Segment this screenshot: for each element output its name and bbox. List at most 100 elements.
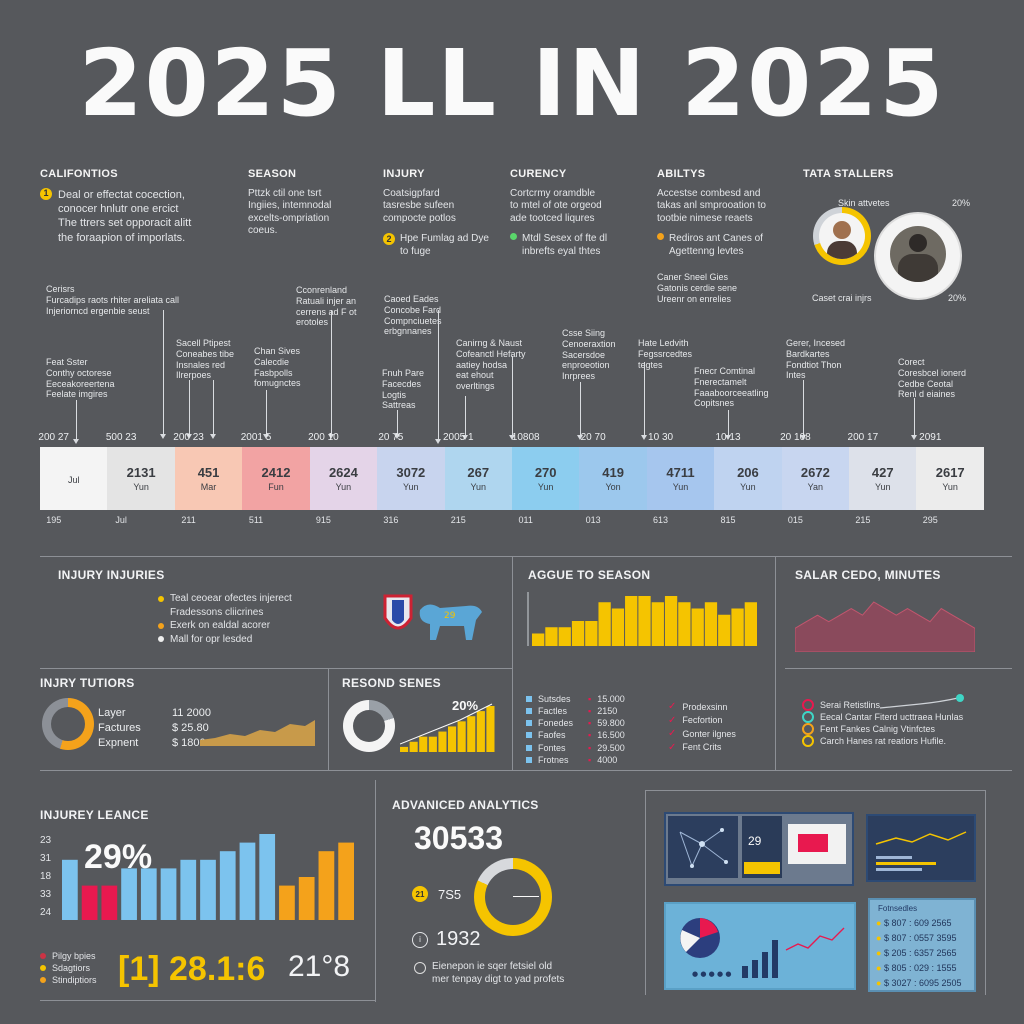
timeline-footer: 295 — [922, 515, 938, 525]
col-line: Deal or effectat cocection, — [58, 188, 185, 201]
annotation: Corect Coresbcel ionerd Cedbe Ceotal Ren… — [898, 357, 967, 400]
legend-row: Factles ▪ 2150 — [526, 705, 625, 717]
list-item: Exerk on ealdal acorer — [158, 619, 292, 633]
right-legend: Serai Retistlins Eecal Cantar Fiterd uctt… — [802, 699, 963, 748]
legend-label: Sdagtiors — [52, 963, 91, 974]
timeline-footer: 015 — [787, 515, 803, 525]
col-line: The ttrers set opporacit alitt — [58, 217, 192, 230]
annotation: Feat Sster Conthy octorese Eeceakoreerte… — [46, 357, 115, 400]
dashboard-card-4: Fotnsedles ● $ 807 : 609 2565 ● $ 807 : 0… — [868, 898, 976, 992]
portrait-ring-large — [874, 212, 962, 300]
timeline-unit: Yun — [470, 482, 486, 492]
col-line: to mtel of ote orgeod — [510, 200, 602, 212]
timeline-unit: Yun — [875, 482, 891, 492]
timeline-year: 200 23 — [173, 432, 204, 443]
timeline-footer: 613 — [653, 515, 669, 525]
timeline-value: 206 — [737, 465, 759, 480]
col-line: Accestse combesd and — [657, 187, 761, 199]
check-row: ✓ Fent Crits — [668, 741, 722, 753]
tutors-table: Layer 11 2000 Factures $ 25.80 Expnent $ 18… — [98, 706, 211, 751]
list-item: Teal ceoear ofectes injerect — [158, 592, 292, 606]
col-line: excelts-ompriation — [248, 212, 330, 224]
annotation: Fnecr Comtinal Fnerectamelt Faaaboorceea… — [694, 366, 769, 409]
bar — [409, 741, 418, 752]
bullet-icon — [414, 962, 426, 974]
timeline-unit: Yun — [672, 482, 689, 492]
annotation: Csse Siing Cenoeraxtion Sacersdoe enproe… — [562, 328, 616, 382]
timeline-value: 419 — [602, 465, 624, 480]
timeline-value: 2672 — [800, 465, 830, 480]
annotation: Fnuh Pare Facecdes Logtis Sattreas — [382, 368, 425, 411]
timeline-cell: 2617 Yun — [916, 447, 984, 510]
timeline-unit: Yun — [740, 482, 756, 492]
annotation: Caner Sneel Gies Gatonis cerdie sene Ure… — [657, 272, 738, 304]
timeline-year: 20 75 — [378, 432, 404, 443]
timeline-unit: Yun — [335, 482, 352, 492]
panel-title: AGGUE TO SEASON — [528, 568, 651, 582]
bar — [486, 706, 495, 752]
list-item-label: Teal ceoear ofectes injerect — [170, 593, 292, 604]
header-col-4: CURENCY Cortcrmy oramdble to mtel of ote… — [510, 168, 630, 258]
portrait-ring-small — [813, 207, 871, 265]
col-heading: CALIFONTIOS — [40, 168, 118, 180]
timeline-value: 270 — [534, 465, 557, 480]
stats-legend: Sutsdes ▪ 15.000 Factles ▪ 2150 Fonedes ▪ 59.800… — [526, 693, 625, 766]
bar — [704, 602, 718, 646]
col-sub: Mtdl Sesex of fte dl inbrefts eyal thtes — [522, 233, 608, 257]
timeline-value: 451 — [197, 465, 220, 480]
col-line: ade tootced liqures — [510, 212, 595, 224]
caption-line: mer tenpay digt to yad profets — [432, 974, 565, 985]
bar — [259, 834, 276, 920]
timeline-footer: 215 — [855, 515, 871, 525]
card-heading: Fotnsedles — [878, 904, 918, 913]
dashboard-card-3: ● ● ● ● ● — [664, 902, 856, 990]
timeline-year: 10808 — [511, 432, 540, 443]
row-value: $ 25.80 — [172, 721, 209, 734]
sparkline — [880, 694, 964, 709]
col-line: tootbie nimese reaets — [657, 212, 753, 224]
bar — [438, 731, 447, 752]
timeline-year: 200 17 — [847, 432, 879, 443]
card-row: ● $ 807 : 609 2565 — [876, 918, 952, 928]
bar — [558, 627, 571, 646]
salary-area-chart — [795, 601, 975, 652]
bar — [81, 885, 98, 920]
bar — [140, 868, 157, 920]
timeline-unit: Yun — [133, 482, 149, 492]
panel-title: ADVANICED ANALYTICS — [392, 798, 539, 812]
list-item: Mall for opr lesded — [158, 633, 292, 647]
timeline-year: 20 70 — [580, 432, 606, 443]
stat-label: Skin attvetes — [838, 198, 890, 208]
timeline-year: 10 30 — [648, 432, 674, 443]
card-row: ● $ 3027 : 6095 2505 — [876, 978, 962, 988]
timeline-cell: 4711 Yun — [646, 447, 715, 510]
timeline-footer: 215 — [450, 515, 466, 525]
page-title: 2025 LL IN 2025 — [78, 30, 946, 137]
league-bar-chart — [527, 592, 757, 646]
legend-label: Pilgy bpies — [52, 951, 96, 961]
timeline-year: 2091 — [919, 432, 942, 443]
timeline-value: 427 — [871, 465, 894, 480]
timeline-cell: 267 Yun — [444, 447, 512, 510]
card-row: ● $ 805 : 029 : 1555 — [876, 963, 957, 973]
col-line: compocte potlos — [383, 212, 456, 224]
timeline-cell: 2412 Fun — [242, 447, 310, 510]
timeline-unit: Yan — [807, 482, 824, 492]
timeline-year: 200 10 — [308, 432, 339, 443]
analytics-total: 30533 — [414, 820, 503, 856]
bar — [121, 868, 137, 920]
timeline-year: 200 27 — [38, 432, 69, 443]
timeline-year: 20 108 — [780, 432, 811, 443]
y-tick: 33 — [40, 889, 52, 900]
bar — [279, 885, 295, 920]
timeline-cell: 451 Mar — [174, 447, 243, 510]
avatar — [890, 226, 946, 282]
leance-pct: 29% — [84, 838, 153, 876]
bar — [400, 746, 409, 752]
timeline-footer: Jul — [115, 515, 127, 525]
timeline-unit: Jul — [67, 474, 80, 485]
timeline-value: 4711 — [666, 465, 695, 480]
annotation: Caoed Eades Concobe Fard Compnciuetes er… — [384, 294, 442, 337]
bar — [638, 596, 651, 646]
avatar — [819, 213, 865, 259]
